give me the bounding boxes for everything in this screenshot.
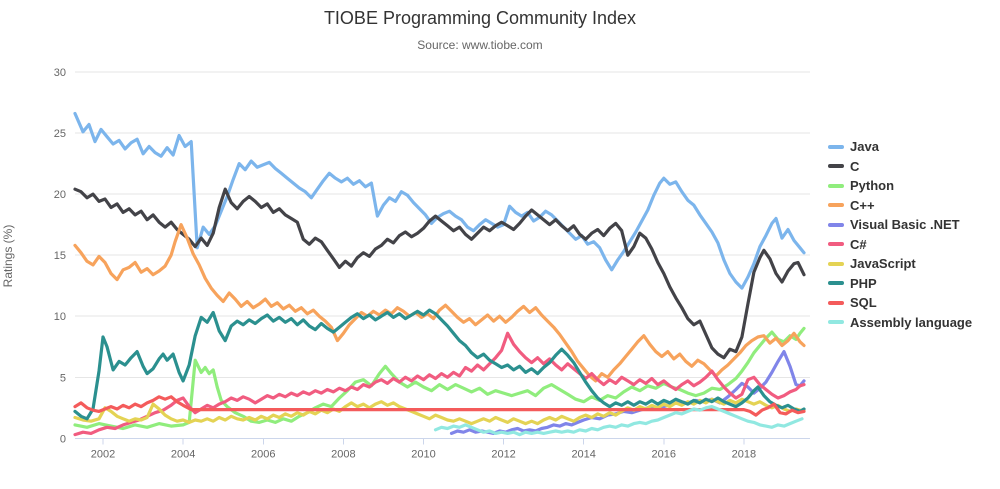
y-axis-tick-label: 5	[60, 372, 66, 384]
x-axis-tick-label: 2002	[91, 448, 115, 460]
y-axis-title: Ratings (%)	[1, 224, 15, 288]
legend-swatch-c	[828, 242, 844, 247]
series-line-python[interactable]	[73, 326, 806, 431]
legend-swatch-java	[828, 144, 844, 149]
chart-subtitle: Source: www.tiobe.com	[417, 38, 543, 52]
legend-swatch-sql	[828, 300, 844, 305]
chart-title: TIOBE Programming Community Index	[323, 8, 637, 28]
legend-item-visual-basic-net[interactable]: Visual Basic .NET	[828, 215, 972, 235]
legend-item-sql[interactable]: SQL	[828, 293, 972, 313]
x-axis-tick-label: 2010	[411, 448, 435, 460]
legend-item-c[interactable]: C#	[828, 235, 972, 255]
series-line-sql[interactable]	[73, 395, 806, 417]
legend-label: Python	[850, 178, 895, 194]
series-line-javascript[interactable]	[73, 397, 806, 426]
legend-label: SQL	[850, 295, 877, 311]
legend-item-php[interactable]: PHP	[828, 274, 972, 294]
x-axis-tick-label: 2012	[491, 448, 515, 460]
y-axis-tick-label: 10	[54, 311, 66, 323]
legend-swatch-c	[828, 164, 844, 169]
y-axis-tick-label: 15	[54, 250, 66, 262]
legend-swatch-assembly-language	[828, 320, 844, 325]
legend-item-python[interactable]: Python	[828, 176, 972, 196]
legend-swatch-php	[828, 281, 844, 286]
y-axis-tick-label: 30	[54, 67, 66, 79]
legend-item-assembly-language[interactable]: Assembly language	[828, 313, 972, 333]
x-axis-tick-label: 2004	[171, 448, 195, 460]
x-axis-tick-label: 2018	[732, 448, 756, 460]
x-axis-tick-label: 2016	[652, 448, 676, 460]
legend-label: Assembly language	[850, 314, 973, 330]
legend-label: JavaScript	[850, 256, 916, 272]
series-line-c[interactable]	[73, 331, 806, 437]
legend-swatch-python	[828, 183, 844, 188]
y-axis-tick-label: 20	[54, 189, 66, 201]
legend-swatch-visual-basic-net	[828, 222, 844, 227]
series-line-php[interactable]	[73, 308, 806, 421]
x-axis-tick-label: 2006	[251, 448, 275, 460]
legend-item-javascript[interactable]: JavaScript	[828, 254, 972, 274]
chart-legend: Java C Python C++ Visual Basic .NET C# JavaScr…	[828, 137, 972, 332]
x-axis-tick-label: 2014	[571, 448, 595, 460]
series-line-java[interactable]	[73, 111, 806, 290]
legend-swatch-javascript	[828, 261, 844, 266]
legend-swatch-c	[828, 203, 844, 208]
legend-label: C++	[850, 197, 875, 213]
legend-label: C	[850, 158, 860, 174]
legend-item-java[interactable]: Java	[828, 137, 972, 157]
legend-label: Java	[850, 139, 879, 155]
legend-item-c[interactable]: C	[828, 157, 972, 177]
y-axis-tick-label: 25	[54, 128, 66, 140]
legend-label: Visual Basic .NET	[850, 217, 960, 233]
series-line-c[interactable]	[73, 187, 806, 360]
x-axis-tick-label: 2008	[331, 448, 355, 460]
series-line-c[interactable]	[73, 223, 806, 383]
legend-label: PHP	[850, 275, 877, 291]
legend-label: C#	[850, 236, 867, 252]
y-axis-tick-label: 0	[60, 433, 66, 445]
legend-item-c[interactable]: C++	[828, 196, 972, 216]
series-line-assembly-language[interactable]	[433, 405, 804, 437]
